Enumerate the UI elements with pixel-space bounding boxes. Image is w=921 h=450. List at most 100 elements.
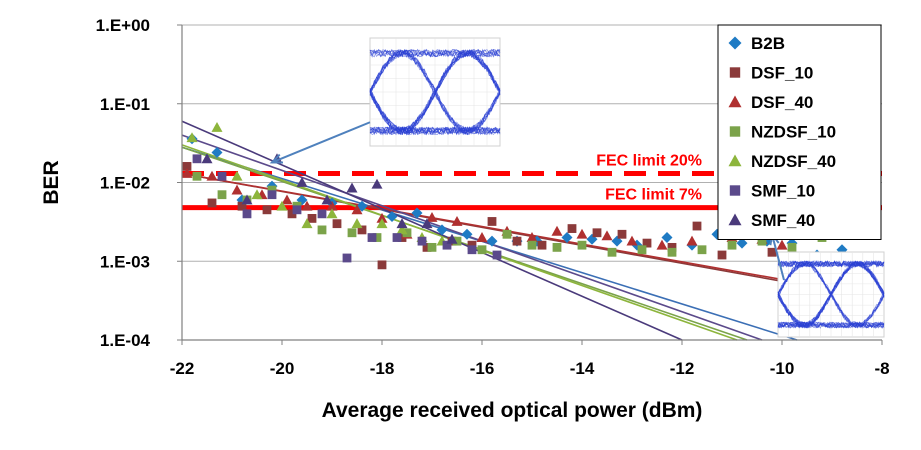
fec-limit-7-label: FEC limit 7% bbox=[605, 187, 702, 204]
data-point bbox=[451, 215, 463, 226]
legend-label: B2B bbox=[751, 34, 785, 53]
legend-label: NZDSF_40 bbox=[751, 152, 836, 171]
legend: B2B DSF_10 DSF_40 NZDSF_10 NZDSF_40 SMF_10 SMF… bbox=[717, 24, 882, 240]
legend-marker bbox=[728, 36, 742, 50]
data-point bbox=[467, 245, 477, 255]
data-point bbox=[332, 219, 342, 229]
data-point bbox=[492, 250, 502, 260]
eye-diagram-insets bbox=[269, 37, 885, 338]
legend-label: DSF_10 bbox=[751, 64, 813, 83]
x-tick-label: -18 bbox=[370, 359, 395, 378]
y-axis-title: BER bbox=[40, 160, 63, 204]
data-point bbox=[182, 162, 192, 171]
data-point bbox=[342, 253, 352, 263]
data-point bbox=[512, 236, 522, 246]
data-point bbox=[192, 154, 202, 164]
eye-trace bbox=[369, 49, 501, 132]
data-point bbox=[242, 209, 252, 219]
data-point bbox=[567, 224, 577, 233]
x-tick-label: -16 bbox=[470, 359, 495, 378]
data-point bbox=[396, 224, 408, 235]
eye-trace bbox=[369, 49, 501, 92]
data-point bbox=[487, 217, 497, 226]
legend-marker bbox=[728, 95, 742, 108]
eye-trace bbox=[369, 50, 500, 136]
data-point bbox=[351, 218, 363, 229]
data-point bbox=[637, 245, 647, 255]
data-point bbox=[692, 221, 702, 231]
data-point bbox=[207, 198, 217, 208]
data-points bbox=[181, 121, 873, 270]
data-point bbox=[417, 236, 427, 246]
x-tick-labels: -22 -20 -18 -16 -14 -12 -10 -8 bbox=[170, 359, 890, 378]
legend-item-dsf-40: DSF_40 bbox=[728, 93, 813, 112]
legend-item-dsf-10: DSF_10 bbox=[729, 64, 813, 83]
data-point bbox=[396, 218, 408, 229]
data-point bbox=[376, 212, 388, 223]
x-tick-label: -14 bbox=[570, 359, 595, 378]
data-point bbox=[267, 190, 277, 200]
series-dsf-10 bbox=[182, 162, 777, 270]
data-point bbox=[326, 200, 338, 211]
data-point bbox=[717, 250, 727, 260]
data-point bbox=[392, 233, 402, 242]
data-point bbox=[181, 168, 193, 178]
data-point bbox=[467, 240, 477, 250]
data-point bbox=[446, 233, 458, 244]
data-point bbox=[686, 235, 698, 246]
eye-diagram-top bbox=[269, 37, 501, 164]
data-point bbox=[436, 224, 448, 236]
data-point bbox=[607, 247, 617, 257]
data-point bbox=[577, 240, 587, 250]
data-point bbox=[287, 209, 297, 219]
eye-trace bbox=[777, 260, 885, 296]
data-point bbox=[206, 170, 218, 181]
data-point bbox=[281, 194, 293, 205]
data-point bbox=[211, 121, 223, 132]
data-point bbox=[237, 201, 247, 211]
data-point bbox=[426, 211, 438, 222]
data-point bbox=[736, 237, 748, 249]
data-point bbox=[301, 200, 313, 211]
data-point bbox=[452, 236, 462, 246]
data-point bbox=[317, 209, 327, 219]
data-point bbox=[617, 229, 627, 239]
data-point bbox=[231, 170, 243, 181]
fec-limit-20-label: FEC limit 20% bbox=[596, 153, 702, 170]
data-point bbox=[217, 190, 227, 200]
inset-arrow-line bbox=[771, 234, 785, 281]
data-point bbox=[626, 235, 638, 246]
data-point bbox=[201, 153, 213, 164]
data-point bbox=[386, 211, 398, 223]
y-tick-label: 1.E-04 bbox=[100, 331, 151, 350]
x-tick-label: -12 bbox=[670, 359, 695, 378]
data-point bbox=[351, 204, 363, 215]
data-point bbox=[486, 235, 498, 247]
data-point bbox=[502, 229, 512, 239]
y-tick-label: 1.E-03 bbox=[100, 252, 150, 271]
fit-line-5 bbox=[181, 134, 763, 341]
data-point bbox=[776, 239, 788, 250]
data-point bbox=[267, 185, 277, 195]
data-point bbox=[292, 205, 302, 215]
data-point bbox=[551, 225, 563, 236]
data-point bbox=[402, 228, 412, 238]
data-point bbox=[476, 232, 488, 242]
eye-diagram-bottom bbox=[769, 231, 885, 338]
legend-item-nzdsf-40: NZDSF_40 bbox=[728, 152, 836, 171]
inset-arrow-head bbox=[269, 153, 284, 164]
data-point bbox=[422, 242, 432, 252]
data-point bbox=[477, 245, 487, 255]
data-point bbox=[346, 182, 358, 193]
legend-marker bbox=[729, 185, 741, 196]
legend-item-b2b: B2B bbox=[728, 34, 785, 53]
inset-arrow-line bbox=[271, 121, 371, 164]
data-point bbox=[376, 218, 388, 229]
data-point bbox=[251, 189, 263, 200]
legend-marker bbox=[729, 67, 741, 78]
data-point bbox=[576, 228, 588, 239]
data-point bbox=[262, 205, 272, 215]
data-point bbox=[537, 240, 547, 250]
eye-trace bbox=[369, 49, 501, 135]
x-axis-title: Average received optical power (dBm) bbox=[322, 399, 703, 422]
